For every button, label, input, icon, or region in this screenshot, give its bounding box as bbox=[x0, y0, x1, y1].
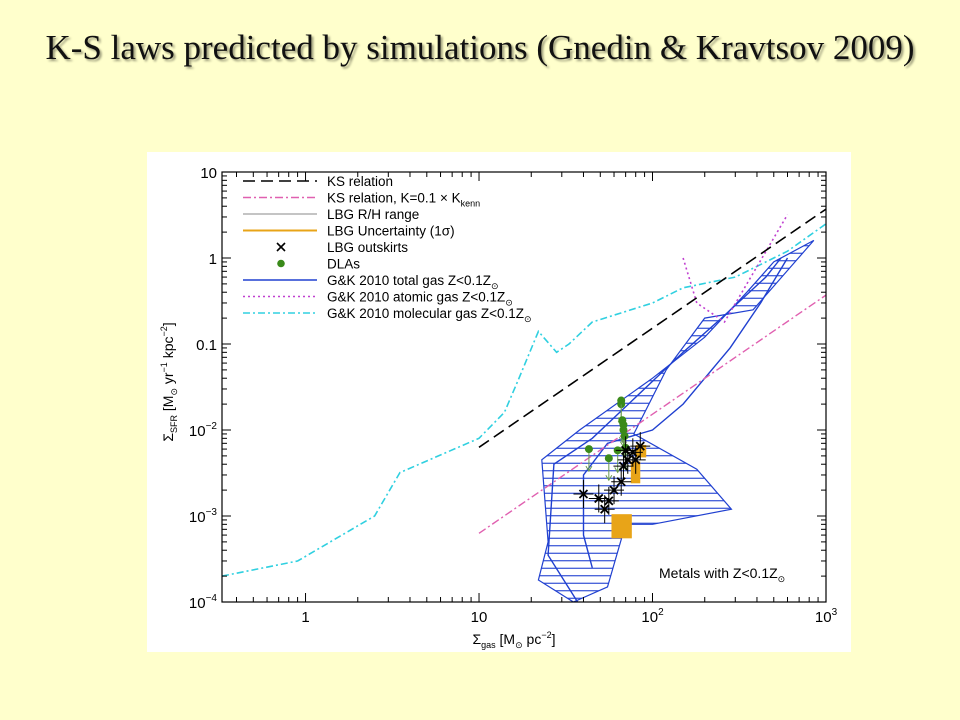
lbg-outskirts-point-0 bbox=[573, 480, 594, 509]
dla-point-8 bbox=[620, 432, 629, 441]
legend-label: G&K 2010 total gas Z<0.1Z⊙ bbox=[327, 273, 499, 291]
y-tick-label: 10−4 bbox=[189, 593, 218, 612]
x-tick-label: 10 bbox=[471, 609, 488, 626]
legend-label: KS relation bbox=[327, 174, 393, 189]
slide-title: K-S laws predicted by simulations (Gnedi… bbox=[45, 28, 915, 67]
legend-item-gkmol: G&K 2010 molecular gas Z<0.1Z⊙ bbox=[243, 306, 532, 324]
legend-item-dla: DLAs bbox=[277, 257, 360, 272]
lbg-outskirts-point-3 bbox=[598, 486, 619, 515]
ks-chart: 1 10 102 103 10 1 0.1 10−2 10−3 10−4 KS relation K… bbox=[159, 165, 838, 650]
legend-label: G&K 2010 atomic gas Z<0.1Z⊙ bbox=[327, 290, 513, 308]
gk-molecular-gas-line bbox=[222, 223, 826, 577]
legend-marker-dot bbox=[277, 259, 285, 268]
figure-panel: 1 10 102 103 10 1 0.1 10−2 10−3 10−4 KS relation K… bbox=[147, 152, 851, 652]
dla-point-7 bbox=[619, 426, 628, 434]
x-tick-label: 102 bbox=[641, 607, 664, 626]
legend-item-outsk: LBG outskirts bbox=[276, 240, 408, 255]
legend-marker-cross bbox=[276, 242, 286, 252]
legend-item-ks01: KS relation, K=0.1 × Kkenn bbox=[243, 191, 480, 209]
lbg-outskirts-point-10 bbox=[630, 432, 651, 461]
lbg-uncertainty-box-0 bbox=[611, 514, 632, 539]
y-tick-label: 10−3 bbox=[189, 507, 218, 526]
x-tick-label: 103 bbox=[815, 607, 838, 626]
legend-label: KS relation, K=0.1 × Kkenn bbox=[327, 191, 480, 209]
legend-label: DLAs bbox=[327, 257, 360, 272]
y-tick-label: 10 bbox=[200, 165, 217, 182]
lbg-outskirts-point-2 bbox=[594, 495, 615, 524]
x-axis-label: Σgas [M⊙ pc−2] bbox=[472, 630, 555, 650]
lbg-uncertainty-box-2 bbox=[635, 444, 647, 458]
y-tick-label: 10−2 bbox=[189, 421, 218, 440]
gk-total-gas-line-0 bbox=[547, 257, 782, 602]
legend-item-lbgunc: LBG Uncertainty (1σ) bbox=[243, 224, 455, 239]
dla-point-0 bbox=[584, 445, 593, 454]
legend-label: G&K 2010 molecular gas Z<0.1Z⊙ bbox=[327, 306, 532, 324]
legend-item-ks: KS relation bbox=[243, 174, 393, 189]
y-axis-label: ΣSFR [M⊙ yr−1 kpc−2] bbox=[159, 322, 179, 441]
dla-arrow-head-1 bbox=[605, 474, 613, 482]
legend-label: LBG outskirts bbox=[327, 240, 408, 255]
gk-total-gas-line-1 bbox=[582, 257, 789, 568]
metals-annotation: Metals with Z<0.1Z⊙ bbox=[659, 565, 785, 584]
dla-arrow-head-8 bbox=[621, 452, 628, 460]
ks-relation-01-line bbox=[478, 294, 826, 534]
legend-item-gkatom: G&K 2010 atomic gas Z<0.1Z⊙ bbox=[243, 290, 513, 308]
gk-total-gas-band bbox=[537, 239, 815, 602]
legend-item-gktot: G&K 2010 total gas Z<0.1Z⊙ bbox=[243, 273, 499, 291]
dla-point-4 bbox=[617, 396, 626, 405]
dla-point-1 bbox=[604, 454, 613, 463]
y-tick-label: 1 bbox=[209, 251, 217, 268]
lbg-outskirts-point-11 bbox=[615, 436, 636, 465]
legend-label: LBG R/H range bbox=[327, 207, 419, 222]
lbg-outskirts-point-9 bbox=[625, 445, 646, 474]
lbg-outskirts-point-4 bbox=[604, 476, 625, 505]
x-tick-label: 1 bbox=[301, 609, 309, 626]
dla-arrow-head-0 bbox=[585, 465, 593, 473]
y-tick-label: 0.1 bbox=[196, 337, 217, 354]
legend-item-lbgrh: LBG R/H range bbox=[243, 207, 419, 222]
legend-label: LBG Uncertainty (1σ) bbox=[327, 224, 455, 239]
plot-frame bbox=[221, 171, 827, 603]
ks-relation-line bbox=[478, 208, 826, 448]
